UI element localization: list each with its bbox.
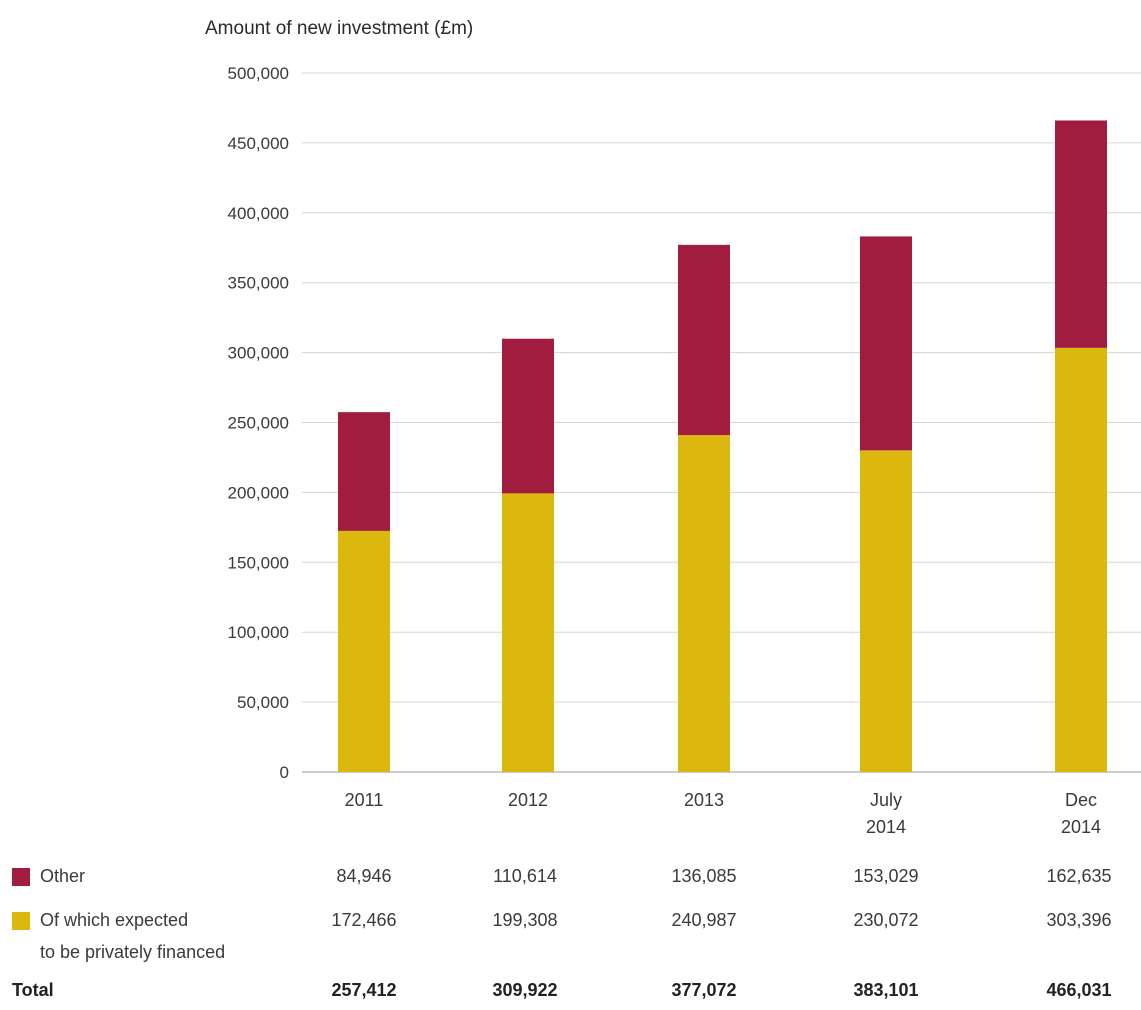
total-value-2011: 257,412 [331,980,397,1000]
stacked-bar-chart: 500,000 450,000 400,000 350,000 300,000 250,0… [228,64,1141,837]
private-value-july-2014: 230,072 [853,910,919,930]
y-tick-label: 0 [280,763,289,782]
table-row-other: Other 84,946 110,614 136,085 153,029 162… [0,862,1141,896]
bar-segment-other [1055,120,1107,348]
bar-segment-other [860,236,912,451]
total-value-dec-2014: 466,031 [1046,980,1112,1000]
bar-segment-private [502,493,554,772]
other-value-2011: 84,946 [336,866,392,886]
y-tick-label: 50,000 [237,693,289,712]
x-tick-label: 2011 [345,790,384,810]
y-tick-label: 150,000 [228,553,289,572]
bar-segment-private [338,530,390,772]
y-tick-label: 300,000 [228,344,289,363]
y-tick-label: 500,000 [228,64,289,83]
table-row-private: Of which expected 172,466 199,308 240,98… [0,906,1141,940]
y-axis-title: Amount of new investment (£m) [205,18,474,39]
other-value-2013: 136,085 [671,866,737,886]
private-legend-swatch [12,912,30,930]
y-tick-label: 350,000 [228,274,289,293]
y-tick-label: 450,000 [228,134,289,153]
private-value-dec-2014: 303,396 [1046,910,1112,930]
bar-segment-other [502,338,554,494]
total-value-2013: 377,072 [671,980,737,1000]
x-tick-label: July [870,790,902,810]
x-tick-label: Dec [1065,790,1097,810]
total-value-2012: 309,922 [492,980,558,1000]
bar-segment-private [678,435,730,772]
other-value-2012: 110,614 [493,866,557,886]
x-tick-label: 2014 [866,817,906,837]
other-value-july-2014: 153,029 [853,866,919,886]
private-row-label-line1: Of which expected [40,910,189,930]
private-value-2013: 240,987 [671,910,737,930]
y-tick-label: 100,000 [228,623,289,642]
private-row-label-line2: to be privately financed [40,942,226,962]
other-row-label: Other [40,866,86,886]
other-value-dec-2014: 162,635 [1046,866,1112,886]
private-value-2011: 172,466 [331,910,397,930]
table-row-total: Total 257,412 309,922 377,072 383,101 46… [0,976,1141,1010]
y-tick-label: 200,000 [228,483,289,502]
x-tick-label: 2013 [684,790,724,810]
private-value-2012: 199,308 [492,910,558,930]
other-legend-swatch [12,868,30,886]
y-tick-label: 250,000 [228,414,289,433]
total-row-label: Total [12,980,54,1000]
bar-segment-other [338,412,390,531]
bar-segment-other [678,244,730,436]
total-value-july-2014: 383,101 [853,980,919,1000]
bar-segment-private [860,450,912,772]
y-tick-label: 400,000 [228,204,289,223]
x-tick-label: 2014 [1061,817,1101,837]
x-tick-label: 2012 [508,790,548,810]
bar-segment-private [1055,347,1107,772]
